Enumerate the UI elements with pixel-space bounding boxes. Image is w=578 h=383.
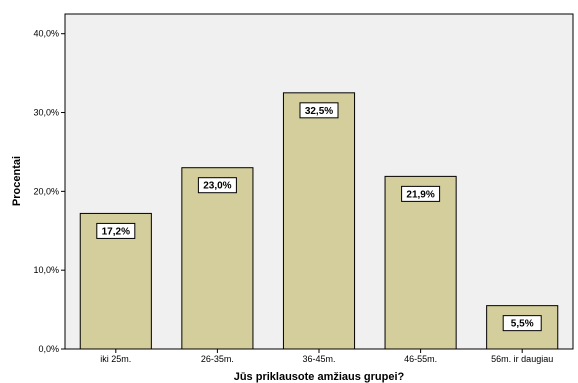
data-label: 32,5% <box>305 106 333 117</box>
x-tick-label: 36-45m. <box>302 354 335 364</box>
y-tick-label: 20,0% <box>33 186 59 196</box>
bar <box>282 92 356 350</box>
data-label-box <box>197 177 237 194</box>
y-tick-label: 30,0% <box>33 108 59 118</box>
x-axis-title: Jūs priklausote amžiaus grupei? <box>234 371 405 383</box>
data-label: 17,2% <box>102 226 130 237</box>
x-tick-label: 26-35m. <box>201 354 234 364</box>
data-label-box <box>401 185 441 202</box>
x-axis-ticks: iki 25m. 26-35m. 36-45m. 46-55m. 56m. ir dau… <box>100 349 553 364</box>
y-axis-ticks: 0,0% 10,0% 20,0% 30,0% 40,0% <box>33 29 65 354</box>
y-tick-label: 40,0% <box>33 29 59 39</box>
bars: 17,2% 23,0% 32,5% 21,9% 5,5% <box>79 92 559 350</box>
data-label: 23,0% <box>203 181 231 192</box>
y-tick-label: 0,0% <box>38 344 59 354</box>
y-tick-label: 10,0% <box>33 265 59 275</box>
x-tick-label: 56m. ir daugiau <box>491 354 553 364</box>
y-axis-title: Procentai <box>11 156 23 206</box>
data-label-box <box>299 102 339 119</box>
data-label: 21,9% <box>406 189 434 200</box>
bar <box>384 175 457 350</box>
x-tick-label: iki 25m. <box>100 354 131 364</box>
data-label-box <box>502 315 542 332</box>
data-label-box <box>96 222 136 239</box>
bar <box>181 167 254 350</box>
x-tick-label: 46-55m. <box>404 354 437 364</box>
data-label: 5,5% <box>511 319 534 330</box>
